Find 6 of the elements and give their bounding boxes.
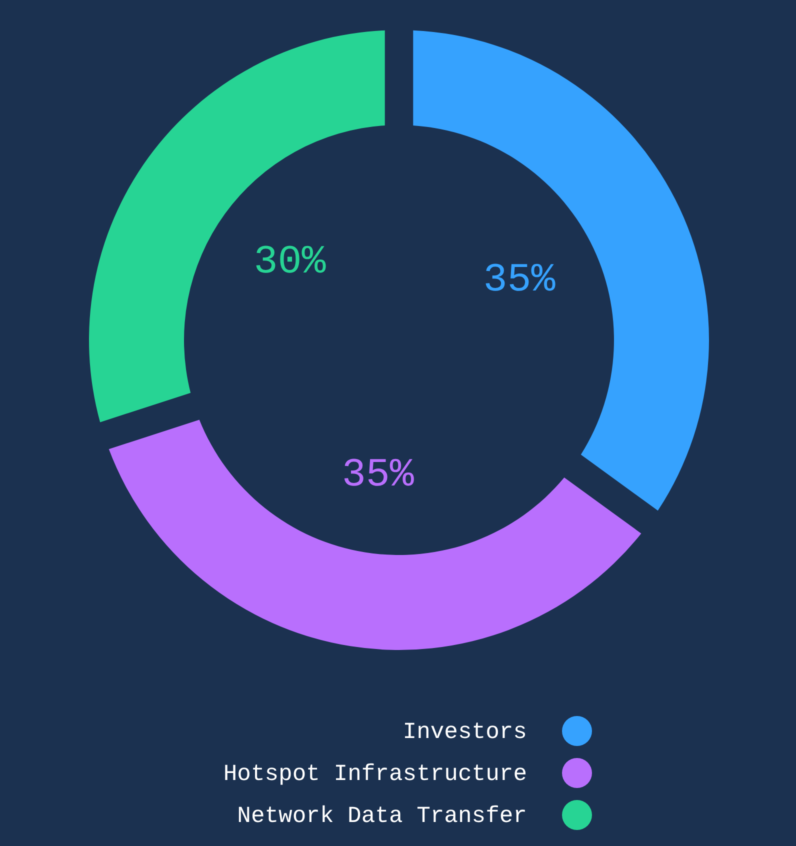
legend-label: Network Data Transfer: [237, 803, 527, 829]
data-label: 35%: [342, 453, 415, 498]
legend-label: Investors: [402, 719, 527, 745]
legend-label: Hotspot Infrastructure: [223, 761, 527, 787]
data-label: 30%: [254, 240, 327, 286]
data-label: 35%: [483, 258, 556, 304]
